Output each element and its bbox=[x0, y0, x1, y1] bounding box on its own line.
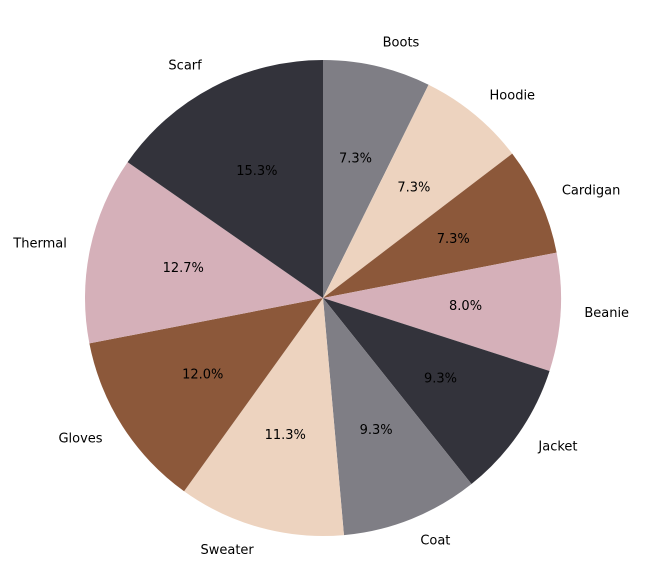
pie-slice-scarf bbox=[127, 60, 323, 298]
percent-label-jacket: 9.3% bbox=[424, 372, 457, 387]
percent-label-sweater: 11.3% bbox=[265, 428, 306, 443]
category-label-cardigan: Cardigan bbox=[562, 183, 620, 198]
slices-layer bbox=[84, 60, 562, 537]
category-label-hoodie: Hoodie bbox=[490, 88, 536, 103]
percent-label-scarf: 15.3% bbox=[236, 164, 277, 179]
category-label-boots: Boots bbox=[383, 36, 420, 51]
percent-label-cardigan: 7.3% bbox=[437, 232, 470, 247]
percent-label-thermal: 12.7% bbox=[163, 261, 204, 276]
percent-label-beanie: 8.0% bbox=[449, 299, 482, 314]
percent-label-coat: 9.3% bbox=[360, 423, 393, 438]
percent-labels-layer: 7.3% 7.3% 7.3% 8.0% 9.3% 9.3% 11.3% 12.0% 12.7% 1… bbox=[163, 151, 482, 443]
percent-label-hoodie: 7.3% bbox=[397, 180, 430, 195]
category-label-scarf: Scarf bbox=[168, 58, 202, 73]
category-label-gloves: Gloves bbox=[58, 432, 102, 447]
category-label-jacket: Jacket bbox=[537, 439, 577, 454]
category-label-thermal: Thermal bbox=[12, 237, 67, 252]
pie-slice-cardigan bbox=[323, 153, 557, 298]
percent-label-gloves: 12.0% bbox=[182, 368, 223, 383]
pie-slice-coat bbox=[323, 298, 472, 536]
pie-slice-beanie bbox=[323, 252, 562, 371]
pie-slice-jacket bbox=[323, 298, 550, 485]
percent-label-boots: 7.3% bbox=[339, 151, 372, 166]
pie-slice-hoodie bbox=[323, 84, 513, 298]
category-labels-layer: Boots Hoodie Cardigan Beanie Jacket Coat Sweat… bbox=[12, 36, 629, 558]
pie-slice-thermal bbox=[84, 162, 324, 344]
pie-slice-boots bbox=[323, 60, 429, 298]
pie-slice-gloves bbox=[89, 298, 324, 492]
category-label-sweater: Sweater bbox=[200, 543, 254, 558]
pie-slice-sweater bbox=[184, 298, 344, 537]
category-label-beanie: Beanie bbox=[584, 306, 629, 321]
category-label-coat: Coat bbox=[420, 534, 450, 549]
